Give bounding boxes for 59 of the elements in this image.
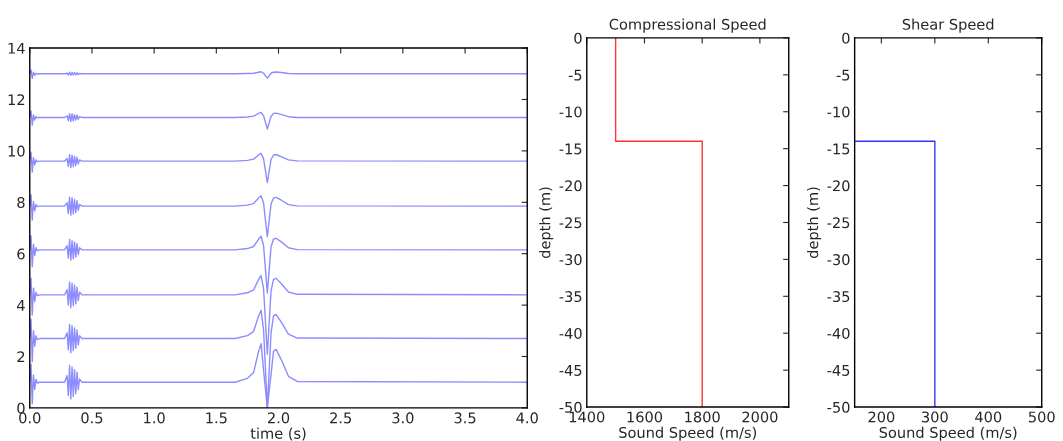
x-tick-label: 4.0 <box>516 412 538 424</box>
y-axis-title: depth (m) <box>807 187 822 259</box>
y-tick-label: -30 <box>559 254 582 266</box>
y-tick-label: -30 <box>827 254 850 266</box>
y-tick-label: -15 <box>827 143 850 155</box>
y-tick-label: 10 <box>8 145 25 157</box>
x-tick-label: 500 <box>1028 411 1055 423</box>
y-tick-label: 0 <box>574 32 582 44</box>
chart-title: Compressional Speed <box>609 18 766 33</box>
y-tick-label: 0 <box>842 32 850 44</box>
y-tick-label: 6 <box>17 248 25 260</box>
y-tick-label: -10 <box>827 106 850 118</box>
y-tick-label: -20 <box>827 180 850 192</box>
y-tick-label: 2 <box>17 351 25 363</box>
x-tick-label: 3.0 <box>392 412 414 424</box>
y-tick-label: 0 <box>17 402 25 414</box>
line-series <box>29 110 528 130</box>
x-axis-title: Sound Speed (m/s) <box>879 426 1017 441</box>
y-tick-label: -40 <box>827 327 850 339</box>
chart-title: Shear Speed <box>902 18 994 33</box>
y-tick-label: -20 <box>559 180 582 192</box>
y-tick-label: -35 <box>827 291 850 303</box>
y-tick-label: -25 <box>827 217 850 229</box>
y-tick-label: 12 <box>8 94 25 106</box>
x-tick-label: 1600 <box>627 411 663 423</box>
y-tick-label: -25 <box>559 217 582 229</box>
y-tick-label: -5 <box>836 69 850 81</box>
y-tick-label: -50 <box>827 401 850 413</box>
x-tick-label: 0.0 <box>19 412 41 424</box>
x-axis-title: time (s) <box>250 427 306 441</box>
x-tick-label: 1.5 <box>206 412 227 424</box>
y-tick-label: -35 <box>559 291 582 303</box>
x-tick-label: 400 <box>975 411 1002 423</box>
x-tick-label: 1400 <box>569 411 605 423</box>
y-tick-label: 8 <box>17 197 25 209</box>
y-tick-label: -50 <box>559 401 582 413</box>
line-series <box>29 69 528 80</box>
y-tick-label: 4 <box>17 300 25 311</box>
x-tick-label: 0.5 <box>81 412 103 424</box>
x-tick-label: 300 <box>922 411 948 423</box>
x-tick-label: 200 <box>868 411 895 423</box>
x-tick-label: 2.0 <box>267 412 290 424</box>
x-axis-title: Sound Speed (m/s) <box>619 426 757 441</box>
y-tick-label: -45 <box>827 365 850 376</box>
y-tick-label: -15 <box>559 143 582 155</box>
x-tick-label: 3.5 <box>454 412 476 424</box>
x-tick-label: 1.0 <box>144 412 165 424</box>
x-tick-label: 2.5 <box>330 412 352 424</box>
x-tick-label: 1800 <box>685 411 720 423</box>
line-series <box>29 235 528 294</box>
y-axis-title: depth (m) <box>539 187 554 259</box>
y-tick-label: -45 <box>559 365 582 376</box>
line-series <box>29 193 528 238</box>
y-tick-label: -40 <box>559 327 582 339</box>
y-tick-label: 14 <box>8 42 25 54</box>
line-series <box>29 151 528 184</box>
x-tick-label: 2000 <box>742 411 778 423</box>
y-tick-label: -10 <box>559 106 582 118</box>
y-tick-label: -5 <box>568 69 582 81</box>
